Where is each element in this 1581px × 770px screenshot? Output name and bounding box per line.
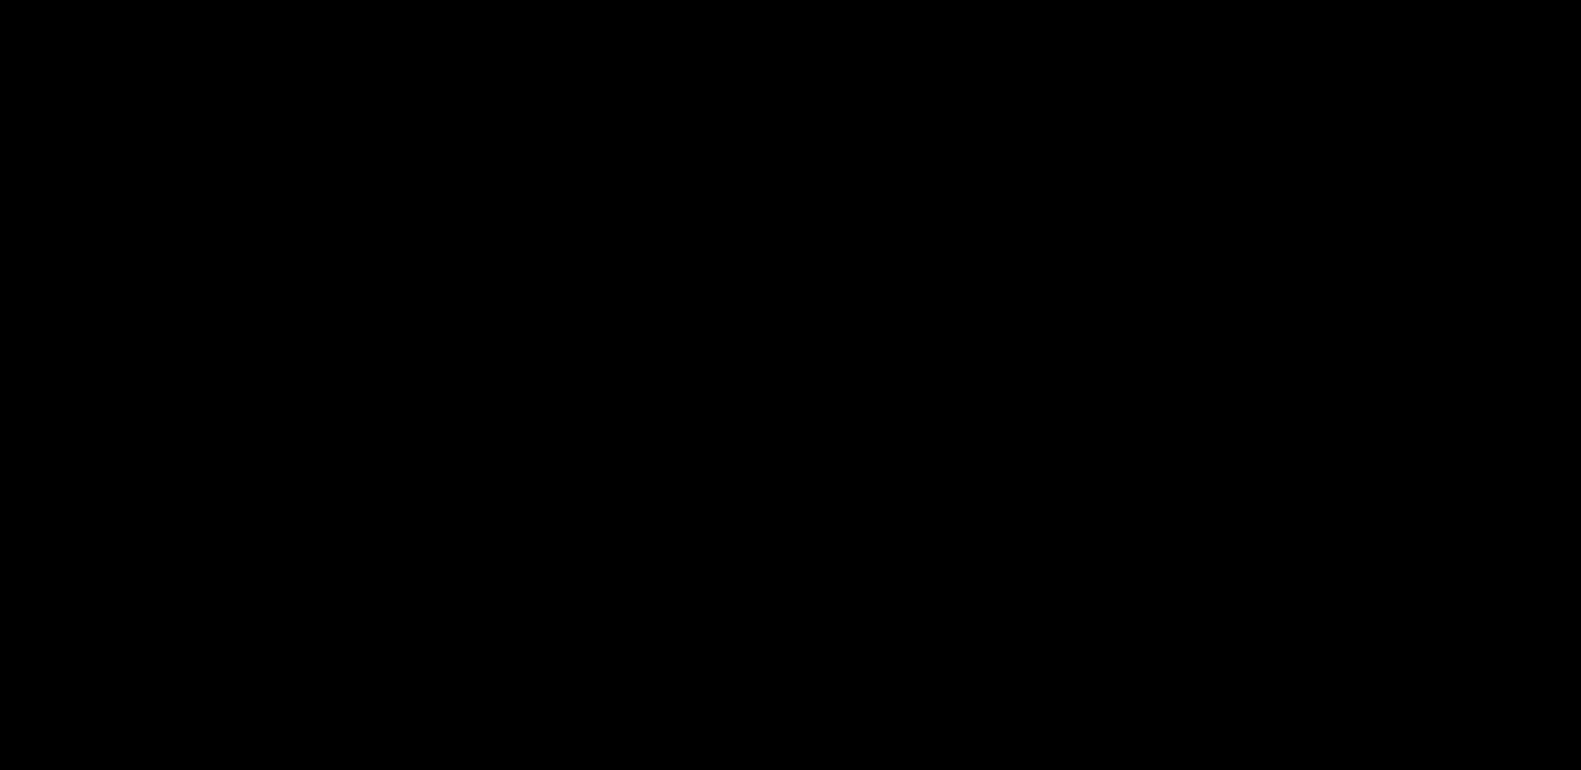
panel-a-plots (0, 0, 1010, 700)
brain-montage-gamma (1051, 48, 1308, 268)
colorbar-b (1327, 174, 1340, 242)
colorbar-d (1327, 672, 1340, 738)
brain-montage-seed-map (1058, 549, 1317, 764)
colorbar-c (1327, 428, 1340, 494)
brain-montage-firing-rate (1053, 304, 1309, 521)
